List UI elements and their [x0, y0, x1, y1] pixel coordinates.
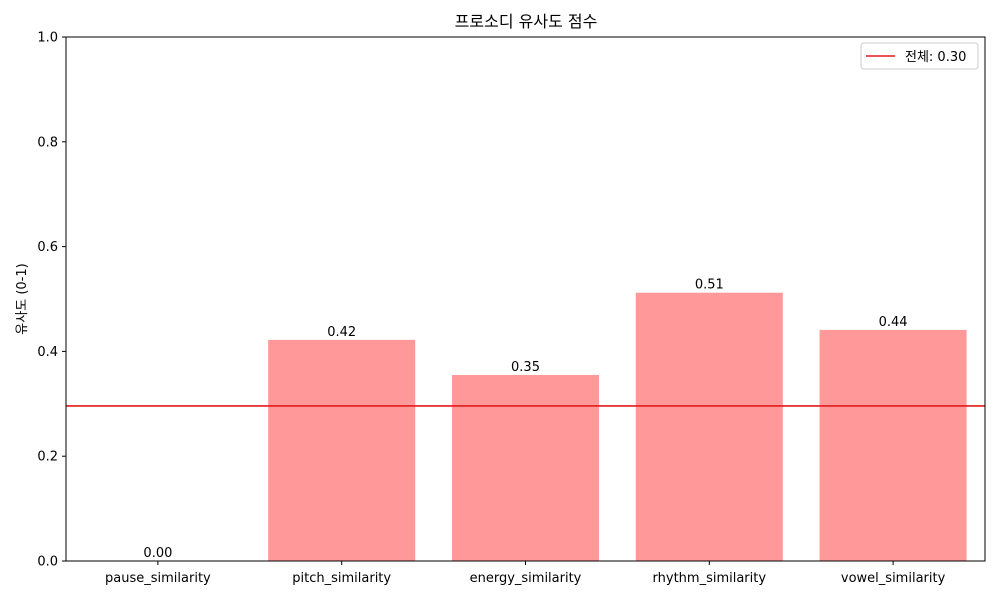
bar-value-label: 0.51 [695, 278, 724, 293]
x-tick-label: vowel_similarity [841, 571, 946, 586]
legend: 전체: 0.30 [860, 42, 979, 70]
bar [635, 292, 783, 561]
bar-value-label: 0.44 [879, 315, 908, 330]
y-axis-label: 유사도 (0-1) [15, 263, 30, 334]
y-tick-label: 0.4 [37, 345, 58, 360]
legend-label: 전체: 0.30 [905, 50, 966, 65]
x-axis-ticks: pause_similarity pitch_similarity energy_s… [105, 561, 946, 586]
y-tick-label: 1.0 [37, 31, 58, 46]
legend-box [860, 42, 979, 70]
y-tick-label: 0.0 [37, 555, 58, 570]
chart-title: 프로소디 유사도 점수 [455, 12, 598, 31]
bar [819, 329, 967, 561]
bar-value-label: 0.35 [511, 360, 540, 375]
y-tick-label: 0.6 [37, 240, 58, 255]
bar-value-label: 0.42 [327, 325, 356, 340]
x-tick-label: pitch_similarity [292, 571, 391, 586]
bar-value-labels: 0.00 0.42 0.35 0.51 0.44 [143, 278, 907, 561]
bar [268, 339, 416, 561]
bar-value-label: 0.00 [143, 546, 172, 561]
y-tick-label: 0.2 [37, 450, 58, 465]
bar [451, 374, 600, 561]
bars-group [268, 292, 967, 561]
x-tick-label: energy_similarity [470, 571, 582, 586]
y-axis-ticks: 0.0 0.2 0.4 0.6 0.8 1.0 [37, 31, 66, 570]
x-tick-label: pause_similarity [105, 571, 211, 586]
plot-frame [65, 36, 986, 562]
y-tick-label: 0.8 [37, 135, 58, 150]
x-tick-label: rhythm_similarity [653, 571, 767, 586]
